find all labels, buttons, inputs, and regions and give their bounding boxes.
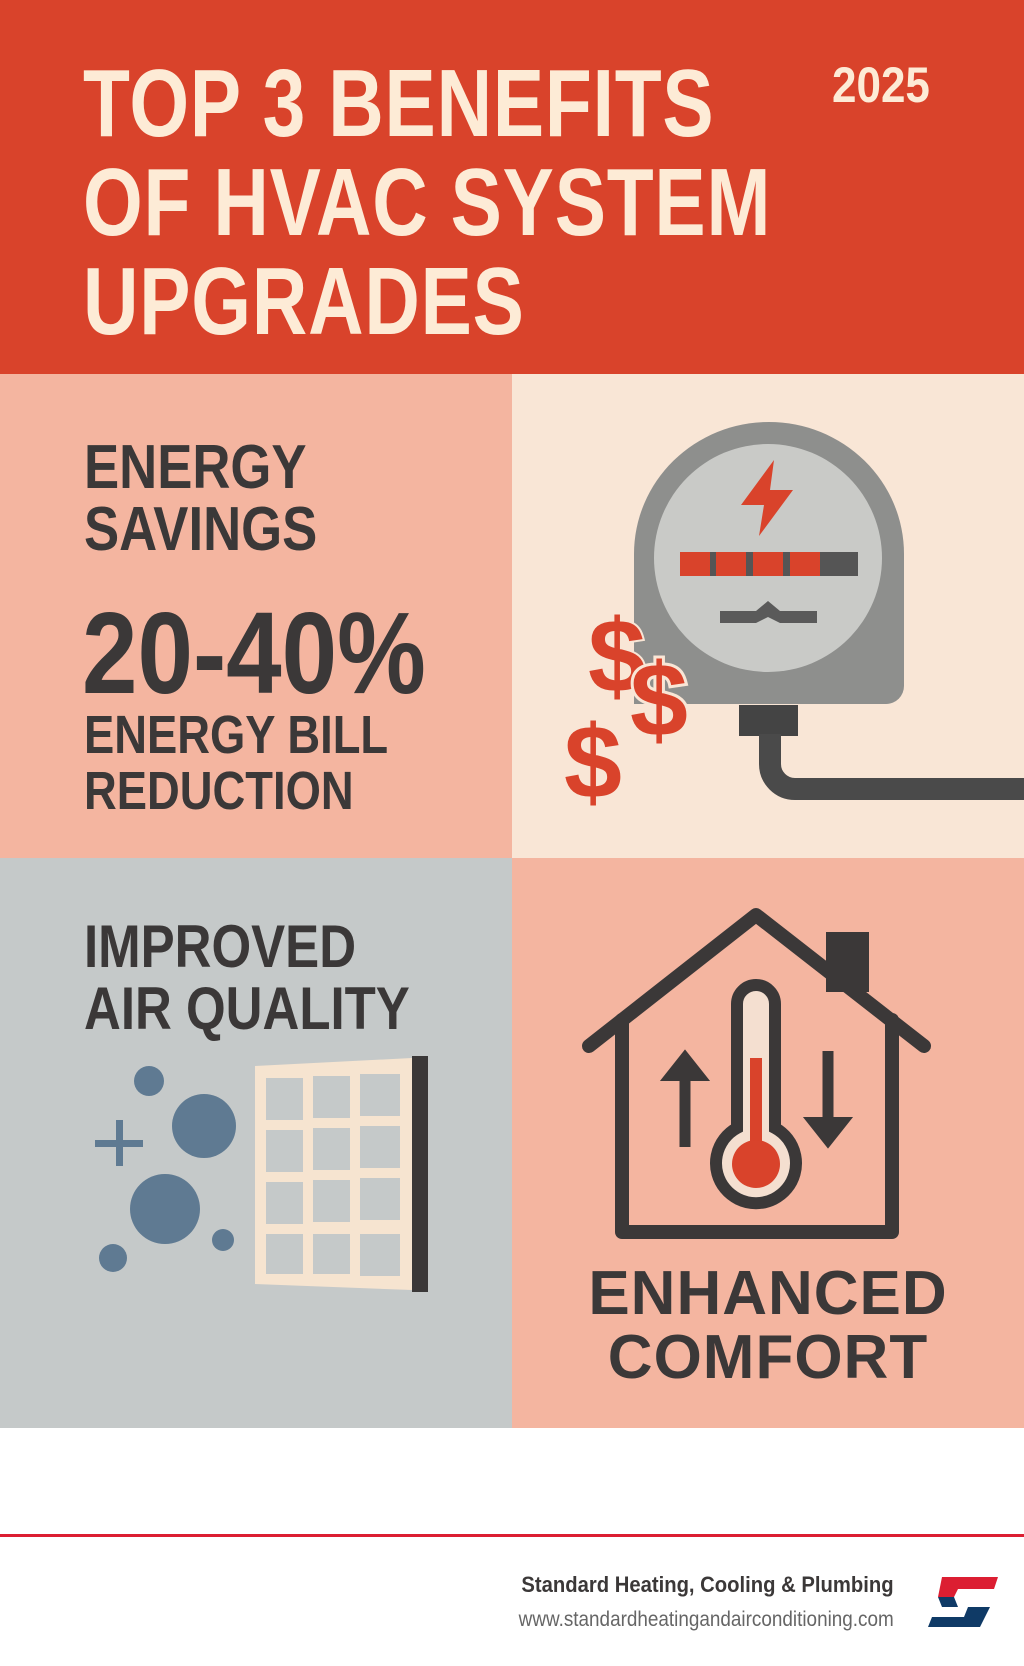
energy-caption-2: REDUCTION <box>84 761 354 821</box>
air-title-2: AIR QUALITY <box>84 975 410 1042</box>
energy-title-2: SAVINGS <box>84 495 318 564</box>
house-thermometer-icon <box>582 908 931 1239</box>
energy-savings-panel: ENERGY SAVINGS 20-40% ENERGY BILL REDUCT… <box>0 374 512 858</box>
energy-title-1: ENERGY <box>84 433 307 502</box>
title-line-2: OF HVAC SYSTEM <box>83 149 772 256</box>
dollar-icon: $ <box>588 599 646 715</box>
title-line-1: TOP 3 BENEFITS <box>83 50 715 157</box>
comfort-title-2: COMFORT <box>607 1323 929 1392</box>
air-title-1: IMPROVED <box>84 913 357 980</box>
energy-stat: 20-40% <box>82 588 426 718</box>
footer-divider <box>0 1534 1024 1537</box>
company-website[interactable]: www.standardheatingandairconditioning.co… <box>518 1608 894 1631</box>
air-filter-icon <box>95 1056 428 1292</box>
energy-illustration-panel: $ $ $ <box>512 374 1024 858</box>
header-banner: TOP 3 BENEFITS OF HVAC SYSTEM UPGRADES 2… <box>0 0 1024 374</box>
energy-caption-1: ENERGY BILL <box>84 705 389 765</box>
year-label: 2025 <box>832 57 930 113</box>
company-logo-icon <box>928 1577 998 1627</box>
comfort-title-1: ENHANCED <box>588 1259 948 1328</box>
comfort-panel: ENHANCED COMFORT <box>512 858 1024 1428</box>
dollar-icon: $ <box>564 705 622 821</box>
electric-meter-icon: $ $ $ <box>564 422 1024 821</box>
dollar-icon: $ <box>630 643 688 759</box>
company-name: Standard Heating, Cooling & Plumbing <box>521 1572 894 1597</box>
air-quality-panel: IMPROVED AIR QUALITY <box>0 858 512 1428</box>
title-line-3: UPGRADES <box>83 248 525 355</box>
